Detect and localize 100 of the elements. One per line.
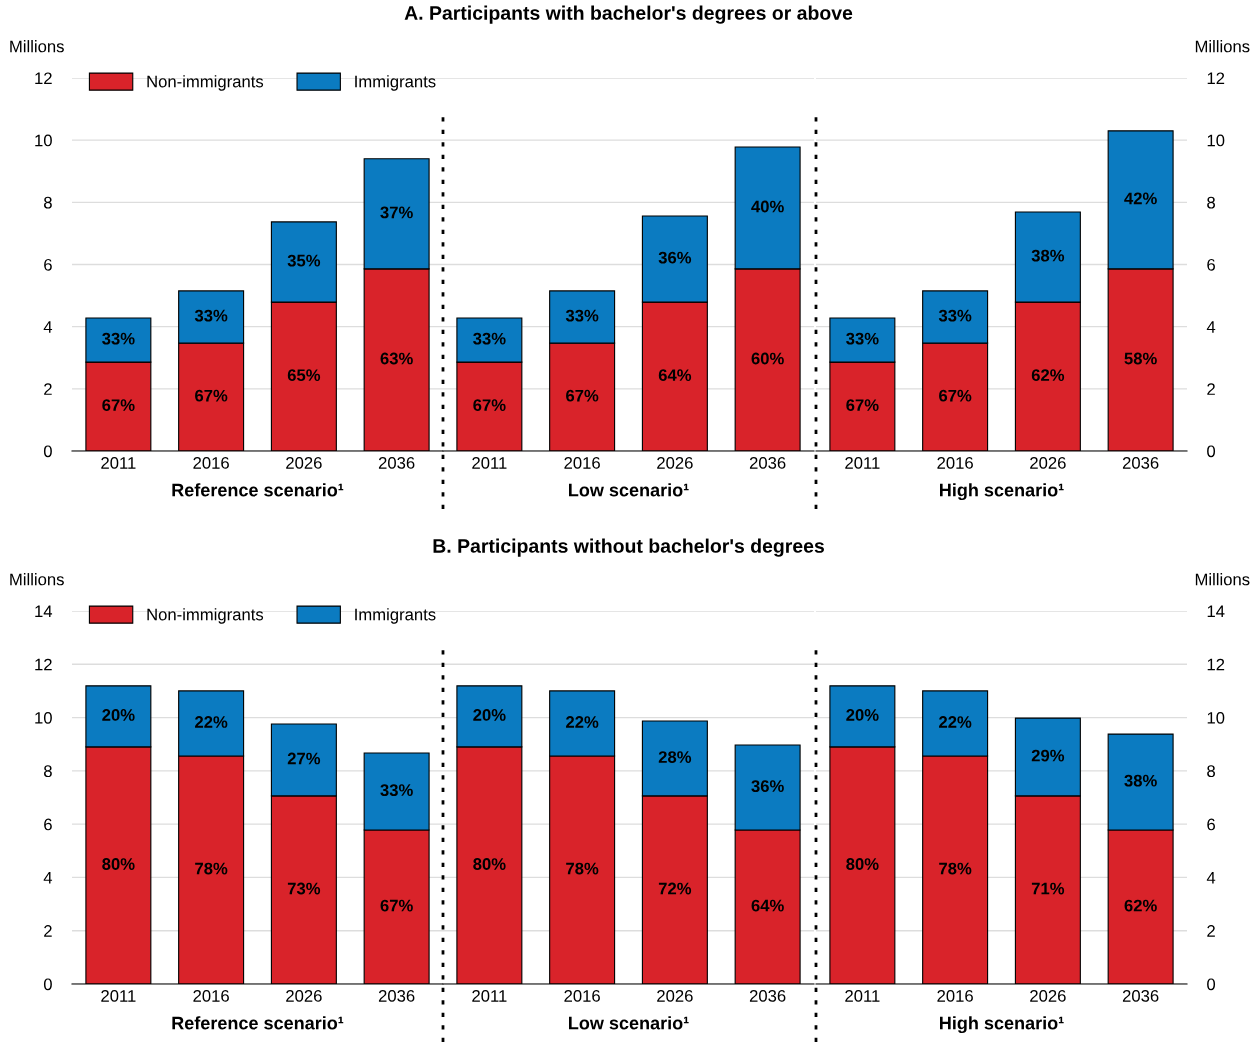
annotation: 67% <box>846 399 879 412</box>
y-tick-label: 10 <box>35 711 52 724</box>
annotation: 72% <box>658 882 692 895</box>
x-tick-label: 2016 <box>564 457 600 469</box>
x-tick-label: 2036 <box>378 990 415 1002</box>
x-tick-label: 2026 <box>1030 990 1066 1002</box>
x-tick-label: 2011 <box>472 457 507 469</box>
annotation: 71% <box>1031 882 1065 895</box>
annotation: 20% <box>846 709 879 721</box>
y2-tick-label: 6 <box>1207 818 1215 831</box>
annotation: 60% <box>751 352 784 365</box>
annotation: 64% <box>658 369 692 382</box>
y-tick-label: 6 <box>44 258 52 271</box>
x-tick-label: 2016 <box>564 990 600 1002</box>
y-tick-label: 14 <box>35 605 53 618</box>
annotation: 37% <box>380 206 413 219</box>
y-tick-label: 12 <box>35 72 52 85</box>
y-tick-label: 10 <box>35 134 52 147</box>
y2-tick-label: 8 <box>1207 765 1215 778</box>
annotation: 33% <box>846 332 879 345</box>
y2-tick-label: 10 <box>1207 711 1225 724</box>
annotation: 67% <box>939 389 972 402</box>
y-axis-title: Millions <box>10 40 64 53</box>
x-tick-label: 2016 <box>193 990 229 1002</box>
y2-tick-label: 12 <box>1207 72 1225 85</box>
x-tick-label: 2036 <box>749 457 786 469</box>
annotation: 63% <box>380 352 413 365</box>
annotation: 78% <box>566 862 599 875</box>
x-tick-label: 2036 <box>1122 457 1159 469</box>
y2-tick-label: 2 <box>1207 925 1215 937</box>
annotation: 33% <box>194 309 228 322</box>
y-tick-label: 6 <box>44 818 52 831</box>
chart-title: A. Participants with bachelor's degrees or above <box>404 5 853 24</box>
x-axis-title: Low scenario¹ <box>569 1016 689 1030</box>
annotation: 33% <box>565 309 599 322</box>
annotation: 22% <box>939 716 972 728</box>
y2-tick-label: 0 <box>1207 445 1216 458</box>
y-tick-label: 8 <box>44 196 52 209</box>
x-tick-label: 2011 <box>101 457 136 469</box>
annotation: 38% <box>1031 249 1065 262</box>
annotation: 67% <box>102 399 135 412</box>
x-tick-label: 2011 <box>101 990 136 1002</box>
annotation: 64% <box>751 899 784 912</box>
annotation: 36% <box>658 251 692 264</box>
annotation: 67% <box>380 899 413 912</box>
x-tick-label: 2026 <box>657 990 693 1002</box>
annotation: 20% <box>473 709 506 721</box>
annotation: 78% <box>195 862 228 875</box>
x-tick-label: 2011 <box>845 457 880 469</box>
y2-tick-label: 4 <box>1206 872 1216 884</box>
annotation: 80% <box>102 858 135 870</box>
y-tick-label: 8 <box>44 765 52 778</box>
annotation: 78% <box>939 862 972 875</box>
x-tick-label: 2011 <box>845 990 880 1002</box>
y2-tick-label: 2 <box>1207 383 1215 395</box>
annotation: 22% <box>195 716 228 728</box>
chart-title: B. Participants without bachelor's degrees <box>433 538 824 557</box>
annotation: 33% <box>380 784 413 796</box>
annotation: 35% <box>287 254 321 267</box>
x-axis-title: Reference scenario¹ <box>172 1016 344 1030</box>
y2-tick-label: 4 <box>1206 321 1216 333</box>
annotation: 42% <box>1124 192 1157 205</box>
x-axis-title: High scenario¹ <box>940 1016 1064 1034</box>
x-tick-label: 2026 <box>657 457 693 469</box>
annotation: 28% <box>658 751 692 763</box>
annotation: 67% <box>195 389 228 402</box>
y-tick-label: 4 <box>43 872 53 884</box>
y-tick-label: 4 <box>43 321 53 333</box>
y-tick-label: 0 <box>43 445 52 458</box>
annotation: 29% <box>1031 749 1065 762</box>
legend-label: Non-immigrants <box>147 608 264 624</box>
annotation: 62% <box>1031 369 1065 382</box>
x-tick-label: 2011 <box>472 990 507 1002</box>
y2-axis-title: Millions <box>1195 573 1250 586</box>
y2-tick-label: 8 <box>1207 196 1215 209</box>
x-tick-label: 2026 <box>286 990 322 1002</box>
annotation: 62% <box>1124 899 1157 912</box>
annotation: 40% <box>751 200 784 213</box>
y2-tick-label: 14 <box>1207 605 1225 618</box>
legend-label: Immigrants <box>355 75 436 91</box>
annotation: 80% <box>473 858 506 870</box>
x-tick-label: 2036 <box>749 990 786 1002</box>
y2-tick-label: 6 <box>1207 258 1215 271</box>
x-tick-label: 2026 <box>1030 457 1066 469</box>
annotation: 73% <box>287 882 321 895</box>
y2-tick-label: 12 <box>1207 658 1225 671</box>
annotation: 80% <box>846 858 879 870</box>
y2-axis-title: Millions <box>1195 40 1250 53</box>
annotation: 38% <box>1124 774 1157 787</box>
x-tick-label: 2016 <box>193 457 229 469</box>
y2-tick-label: 0 <box>1207 978 1216 991</box>
annotation: 22% <box>566 716 599 728</box>
x-axis-title: Reference scenario¹ <box>172 483 344 497</box>
y-tick-label: 12 <box>35 658 52 671</box>
y2-tick-label: 10 <box>1207 134 1225 147</box>
x-tick-label: 2036 <box>378 457 415 469</box>
annotation: 33% <box>473 332 506 345</box>
x-tick-label: 2026 <box>286 457 322 469</box>
annotation: 36% <box>751 780 784 793</box>
x-axis-title: High scenario¹ <box>940 483 1064 501</box>
